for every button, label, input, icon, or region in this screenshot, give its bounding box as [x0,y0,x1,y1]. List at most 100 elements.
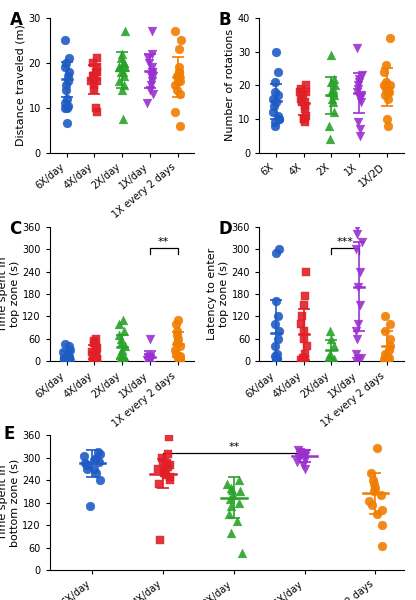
Point [328,94,335,104]
Point [64,119,71,128]
Point [150,71,156,81]
Point [148,71,155,81]
Point [176,62,183,72]
Text: A: A [10,11,22,29]
Point [294,446,301,455]
Point [174,331,181,340]
Point [94,67,101,77]
Point [273,355,280,365]
Point [91,336,97,346]
Text: ***: *** [337,237,354,247]
Point [156,479,162,489]
Point [378,520,385,530]
Point [149,76,156,86]
Point [371,487,377,496]
Point [302,80,309,90]
Text: E: E [4,425,15,443]
Point [302,291,308,301]
Point [356,77,362,87]
Point [302,449,309,459]
Point [385,87,392,97]
Point [91,71,97,81]
Point [149,62,156,72]
Point [90,71,97,81]
Point [382,61,389,70]
Point [330,91,337,100]
Point [177,341,183,351]
Point [89,58,96,68]
Point [272,351,279,361]
Point [121,341,128,351]
Point [93,53,100,63]
Point [353,356,359,365]
Point [66,355,73,365]
Point [160,457,166,466]
Y-axis label: Time spent in
bottom zone (s): Time spent in bottom zone (s) [0,458,20,547]
Point [303,341,310,351]
Point [383,354,389,364]
Point [275,111,281,121]
Point [94,107,100,117]
Point [156,535,163,545]
Point [272,118,278,127]
Point [159,453,166,463]
Point [302,97,308,107]
Point [297,450,304,460]
Point [353,229,360,239]
Point [297,448,303,457]
Point [91,464,97,474]
Point [97,475,103,485]
Point [116,76,122,86]
Point [358,237,365,247]
Point [176,71,182,81]
Point [62,103,69,113]
Point [297,319,304,329]
Point [275,114,282,124]
Point [116,319,123,329]
Point [119,67,126,77]
Point [276,326,282,336]
Point [60,347,67,357]
Point [385,94,391,104]
Point [275,114,282,124]
Point [223,479,230,489]
Point [121,80,128,90]
Point [62,80,69,90]
Point [328,87,334,97]
Point [300,114,307,124]
Point [228,483,234,493]
Point [327,326,334,336]
Point [270,107,276,117]
Point [381,349,388,359]
Point [378,490,385,500]
Point [331,74,338,83]
Point [327,349,333,359]
Point [328,334,335,344]
Point [328,356,335,365]
Point [177,356,184,365]
Point [66,53,72,63]
Point [147,334,154,344]
Point [92,352,98,362]
Text: **: ** [158,237,169,247]
Y-axis label: Time spent in
top zone (s): Time spent in top zone (s) [0,256,20,332]
Point [172,80,178,90]
Point [271,101,277,110]
Point [239,548,245,558]
Point [273,349,280,359]
Point [145,352,151,362]
Point [301,451,308,461]
Point [272,97,279,107]
Point [155,464,161,474]
Point [119,345,125,355]
Point [165,449,171,459]
Point [83,460,90,470]
Point [116,62,122,72]
Point [63,94,70,104]
Point [95,448,102,457]
Point [383,84,389,94]
Point [63,58,69,68]
Point [166,472,173,481]
Point [298,97,305,107]
Y-axis label: Latency to enter
top zone (s): Latency to enter top zone (s) [207,248,229,340]
